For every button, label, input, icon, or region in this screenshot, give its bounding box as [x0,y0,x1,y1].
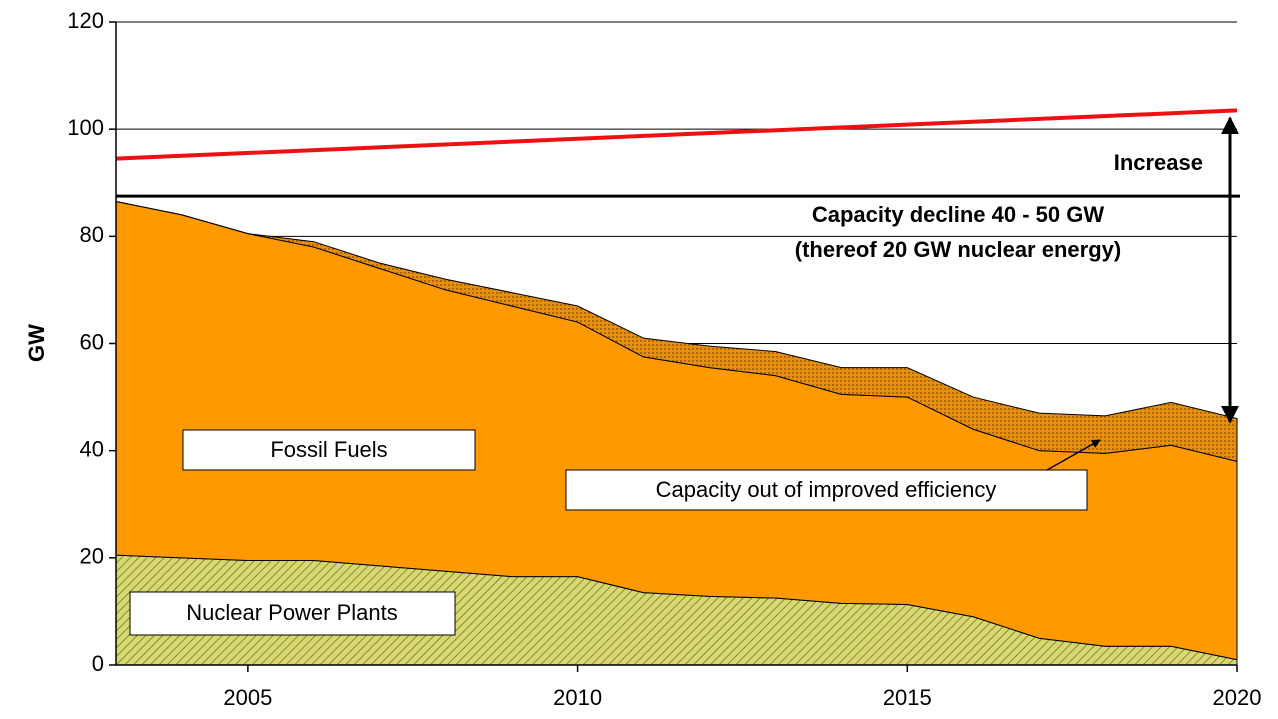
demand-line [115,108,1238,161]
y-tick-label: 40 [80,436,104,461]
y-tick-label: 0 [92,651,104,676]
y-tick-label: 120 [67,8,104,33]
annotation: (thereof 20 GW nuclear energy) [795,237,1121,262]
x-tick-label: 2015 [883,685,932,710]
label-box [565,469,1088,511]
label-box [182,429,476,471]
series-label: Fossil Fuels [270,437,387,462]
series-label: Nuclear Power Plants [186,600,398,625]
annotation: Increase [1114,150,1203,175]
x-tick-label: 2005 [223,685,272,710]
pointer [1039,439,1101,475]
x-tick-label: 2020 [1213,685,1262,710]
area [115,201,1238,463]
y-tick-label: 60 [80,329,104,354]
label-box [129,591,456,636]
y-tick-label: 20 [80,544,104,569]
series-label: Capacity out of improved efficiency [656,477,997,502]
x-tick-label: 2010 [553,685,602,710]
y-tick-label: 100 [67,115,104,140]
y-tick-label: 80 [80,222,104,247]
y-axis-label: GW [24,324,49,362]
annotation: Capacity decline 40 - 50 GW [812,202,1104,227]
